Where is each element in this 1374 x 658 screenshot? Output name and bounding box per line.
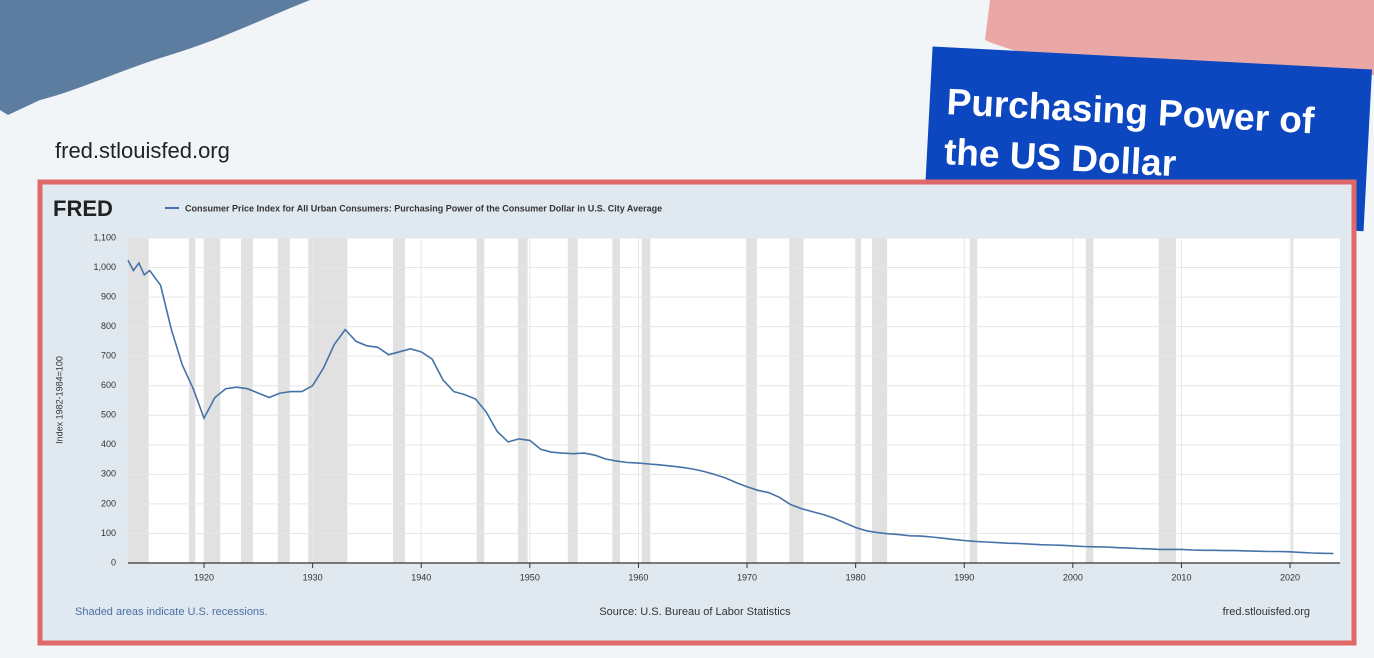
y-tick-label: 100 <box>101 528 116 538</box>
blue-watercolor <box>0 0 310 115</box>
y-tick-label: 800 <box>101 321 116 331</box>
y-tick-label: 1,000 <box>93 262 116 272</box>
credit: fred.stlouisfed.org <box>1223 606 1310 618</box>
recession-band <box>308 238 347 563</box>
y-axis-label: Index 1982-1984=100 <box>54 356 64 444</box>
x-tick-label: 1950 <box>520 572 540 582</box>
y-tick-label: 1,100 <box>93 232 116 242</box>
legend-label: Consumer Price Index for All Urban Consu… <box>185 203 662 213</box>
recession-band <box>241 238 253 563</box>
y-tick-label: 700 <box>101 351 116 361</box>
recession-band <box>1086 238 1094 563</box>
y-tick-label: 600 <box>101 380 116 390</box>
recession-band <box>568 238 578 563</box>
recession-band <box>746 238 757 563</box>
x-tick-label: 1990 <box>954 572 974 582</box>
recession-band <box>612 238 620 563</box>
x-tick-label: 1940 <box>411 572 431 582</box>
recession-band <box>278 238 290 563</box>
logo: FRED <box>53 196 113 221</box>
screenshot: fred.stlouisfed.org Purchasing Power of … <box>0 0 1374 653</box>
y-tick-label: 300 <box>101 469 116 479</box>
y-tick-label: 400 <box>101 439 116 449</box>
y-tick-label: 200 <box>101 498 116 508</box>
recession-band <box>789 238 803 563</box>
y-tick-label: 900 <box>101 291 116 301</box>
x-tick-label: 2000 <box>1063 572 1083 582</box>
x-tick-label: 1930 <box>303 572 323 582</box>
x-tick-label: 1980 <box>846 572 866 582</box>
site-url: fred.stlouisfed.org <box>55 138 230 163</box>
source: Source: U.S. Bureau of Labor Statistics <box>599 606 791 618</box>
recession-band <box>856 238 861 563</box>
recession-band <box>204 238 220 563</box>
recession-band <box>518 238 528 563</box>
x-tick-label: 2020 <box>1280 572 1300 582</box>
recession-band <box>393 238 405 563</box>
recession-band <box>872 238 887 563</box>
recession-band <box>128 238 149 563</box>
x-tick-label: 1970 <box>737 572 757 582</box>
recession-band <box>189 238 196 563</box>
y-tick-label: 500 <box>101 410 116 420</box>
x-tick-label: 1960 <box>628 572 648 582</box>
x-tick-label: 2010 <box>1171 572 1191 582</box>
recession-band <box>1291 238 1293 563</box>
recession-band <box>642 238 651 563</box>
x-tick-label: 1920 <box>194 572 214 582</box>
page: {"site": "fred.stlouisfed.org", "banner"… <box>0 0 1374 653</box>
note: Shaded areas indicate U.S. recessions. <box>75 606 268 618</box>
y-tick-label: 0 <box>111 557 116 567</box>
recession-band <box>970 238 978 563</box>
recession-band <box>1159 238 1176 563</box>
